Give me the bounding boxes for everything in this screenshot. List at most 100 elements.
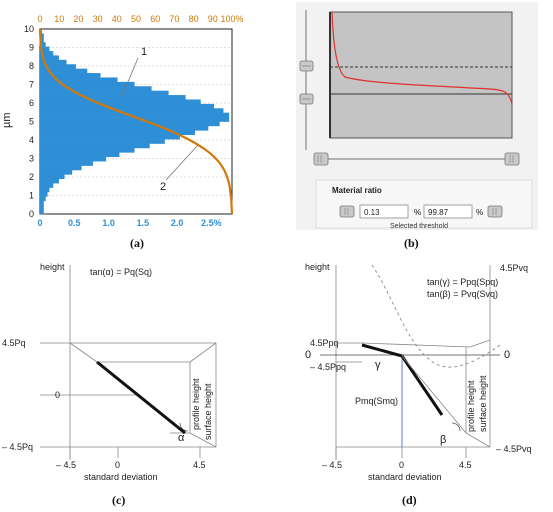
panel-c-xtick-right: 4.5: [193, 460, 206, 470]
right-ratio-handle[interactable]: [504, 152, 520, 166]
histogram-bar: [40, 143, 150, 149]
bottom-tick-label: 0: [37, 218, 42, 228]
panel-c-ytick-zero: 0: [55, 390, 60, 400]
histogram-bar: [40, 90, 169, 96]
histogram-bar: [40, 42, 46, 47]
panel-c-xtick-left: – 4.5: [56, 460, 76, 470]
y-tick-label: 9: [29, 43, 34, 53]
panel-d-rtick-bottom: – 4.5Pvq: [496, 444, 532, 454]
panel-d-rtick-zero: 0: [504, 349, 510, 361]
histogram-bar: [40, 134, 180, 140]
abbott-curve: [331, 11, 513, 105]
histogram-bar: [40, 130, 196, 136]
top-tick-label: 40: [112, 14, 122, 24]
selected-threshold-label: Selected threshold: [390, 223, 448, 230]
pmq-label: Pmq(Smq): [355, 396, 398, 406]
histogram-bar: [40, 152, 120, 158]
histogram-bar: [40, 51, 54, 56]
panel-d-xtick-left: – 4.5: [322, 460, 342, 470]
y-tick-label: 1: [29, 191, 34, 201]
panel-d-lower-segment: [400, 355, 444, 416]
panel-a-y-label: µm: [1, 112, 13, 128]
top-tick-label: 20: [73, 14, 83, 24]
y-tick-label: 7: [29, 80, 34, 90]
beta-label: β: [440, 434, 446, 446]
panel-a-y-axis: 0 1 2 3 4 5 6 7 8 9 10: [24, 24, 34, 219]
panel-d-surface-height: surface height: [478, 375, 488, 432]
alpha-label: α: [178, 432, 185, 444]
histogram-bar: [40, 209, 44, 215]
callout-2: 2: [160, 181, 166, 193]
histogram-bar: [40, 200, 44, 206]
alpha-arc: [179, 422, 189, 432]
top-tick-label: 0: [37, 14, 42, 24]
panel-d-formula-1: tan(γ) = Ppq(Spq): [427, 277, 498, 287]
histogram-bar: [40, 196, 46, 202]
y-tick-label: 0: [29, 209, 34, 219]
left-ratio-stepper[interactable]: [339, 205, 355, 218]
histogram-bar: [40, 178, 59, 184]
histogram-bar: [40, 86, 152, 91]
right-ratio-stepper[interactable]: [487, 205, 503, 218]
top-tick-label: 30: [93, 14, 103, 24]
histogram-bar: [40, 73, 101, 78]
upper-ratio-unit: %: [476, 208, 483, 217]
y-tick-label: 10: [24, 24, 34, 34]
panel-c: height tan(α) = Pq(Sq) α profile height …: [2, 262, 217, 482]
top-tick-label: 10: [54, 14, 64, 24]
gamma-label: γ: [375, 359, 381, 371]
histogram-bar: [40, 165, 82, 171]
panel-c-profile-height: profile height: [191, 378, 201, 430]
upper-ratio-input[interactable]: [423, 204, 473, 219]
material-ratio-curve: [38, 28, 234, 215]
panel-a-top-axis: 0 10 20 30 40 50 60 70 80 90 100%: [37, 14, 243, 24]
y-tick-label: 3: [29, 154, 34, 164]
left-ratio-handle[interactable]: [313, 152, 329, 166]
material-ratio-group: [315, 179, 533, 229]
top-tick-label: 70: [169, 14, 179, 24]
panel-d-ltick-top: 4.5Ppq: [310, 338, 339, 348]
y-tick-label: 5: [29, 117, 34, 127]
material-ratio-plot: [329, 11, 513, 139]
panel-d-y-title: height: [305, 262, 330, 272]
panel-c-ytick-top: 4.5Pq: [2, 338, 26, 348]
panel-d-rtick-top: 4.5Pvq: [500, 263, 528, 273]
panel-a-bottom-axis: 0 0.5 1.0 1.5 2.0 2.5%: [37, 218, 221, 228]
lower-ratio-input[interactable]: [359, 204, 409, 219]
bottom-tick-label: 1.0: [102, 218, 115, 228]
histogram-bar: [40, 205, 44, 210]
top-tick-label: 50: [131, 14, 141, 24]
histogram-bar: [40, 103, 214, 109]
y-tick-label: 8: [29, 61, 34, 71]
top-tick-label: 60: [150, 14, 160, 24]
histogram-bar: [40, 112, 230, 118]
panel-d-formula-2: tan(β) = Pvq(Svq): [427, 289, 498, 299]
histogram-bar: [40, 174, 65, 180]
y-tick-label: 2: [29, 172, 34, 182]
histogram-bar: [40, 125, 209, 131]
panel-d-upper-segment: [361, 343, 403, 358]
callout-2-leader: [165, 144, 199, 181]
histogram-bar: [40, 95, 186, 100]
lower-threshold-handle[interactable]: [299, 93, 314, 105]
caption-a: (a): [130, 236, 144, 250]
upper-threshold-handle[interactable]: [299, 60, 314, 72]
top-tick-label: 90: [208, 14, 218, 24]
beta-arc: [451, 422, 461, 432]
material-ratio-title: Material ratio: [332, 186, 382, 195]
panel-d-ltick-bottom: – 4.5Ppq: [310, 362, 346, 372]
histogram-bar: [40, 81, 135, 87]
panel-b: Material ratio 0.13 % 99.87 % Selected t…: [296, 2, 538, 230]
top-tick-label: 100%: [220, 14, 243, 24]
caption-c: (c): [112, 493, 126, 507]
histogram-bar: [40, 169, 73, 175]
panel-d-xtick-zero: 0: [399, 460, 404, 470]
histogram-bar: [40, 139, 165, 144]
panel-a: 0 10 20 30 40 50 60 70 80 90 100% 0 0.5 1.0 1.5 2.0 2.5…: [1, 14, 244, 228]
panel-d-profile-height: profile height: [466, 380, 476, 432]
top-tick-label: 80: [189, 14, 199, 24]
lower-ratio-unit: %: [414, 208, 421, 217]
histogram-bar: [40, 121, 220, 127]
bottom-tick-label: 0.5: [68, 218, 81, 228]
